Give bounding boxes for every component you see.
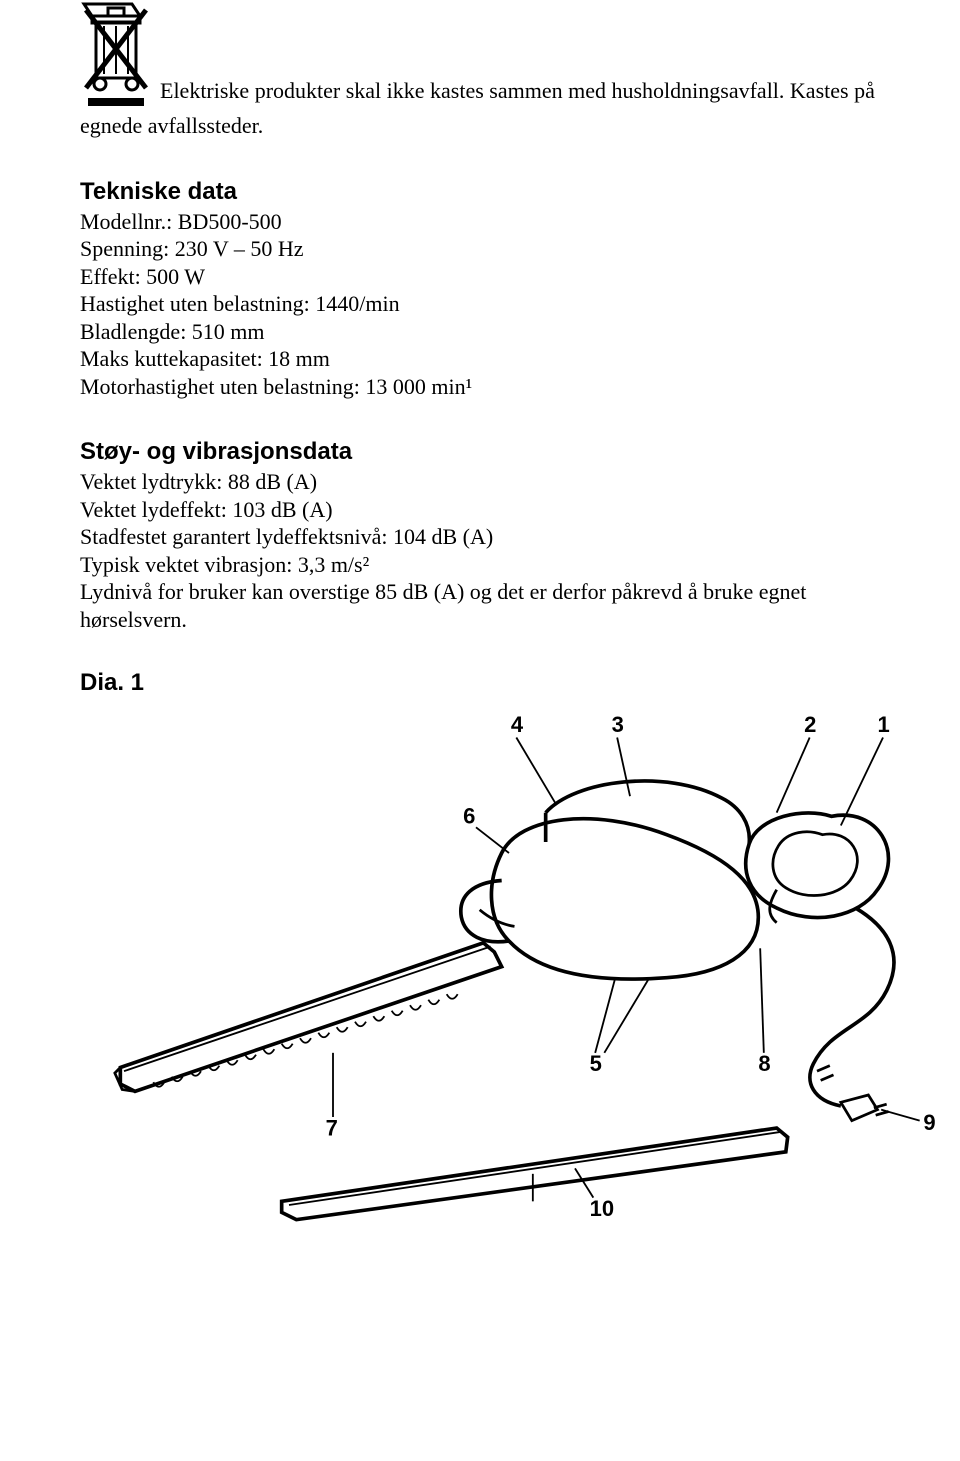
callout-6: 6 [463, 804, 475, 829]
callout-3: 3 [612, 712, 624, 737]
top-text-line2: egnede avfallssteder. [80, 112, 880, 140]
guaranteed-sound: Stadfestet garantert lydeffektsnivå: 104… [80, 523, 880, 551]
callout-8: 8 [758, 1051, 770, 1076]
hearing-warning: Lydnivå for bruker kan overstige 85 dB (… [80, 578, 880, 633]
callout-5: 5 [590, 1051, 602, 1076]
callout-1: 1 [878, 712, 890, 737]
callout-10: 10 [590, 1196, 614, 1221]
spec-blade-length: Bladlengde: 510 mm [80, 318, 880, 346]
spec-model: Modellnr.: BD500-500 [80, 208, 880, 236]
callout-9: 9 [923, 1110, 935, 1135]
callout-2: 2 [804, 712, 816, 737]
callout-7: 7 [326, 1115, 338, 1140]
top-text-line1: Elektriske produkter skal ikke kastes sa… [160, 77, 875, 105]
spec-max-cut: Maks kuttekapasitet: 18 mm [80, 345, 880, 373]
sound-power: Vektet lydeffekt: 103 dB (A) [80, 496, 880, 524]
spec-power: Effekt: 500 W [80, 263, 880, 291]
spec-speed-noload: Hastighet uten belastning: 1440/min [80, 290, 880, 318]
vibration: Typisk vektet vibrasjon: 3,3 m/s² [80, 551, 880, 579]
weee-row: Elektriske produkter skal ikke kastes sa… [80, 0, 880, 108]
hedge-trimmer-diagram: 4 3 2 1 6 [80, 703, 880, 1228]
callout-4: 4 [511, 712, 524, 737]
spec-voltage: Spenning: 230 V – 50 Hz [80, 235, 880, 263]
diagram-label: Dia. 1 [80, 669, 144, 697]
heading-tech-data: Tekniske data [80, 178, 880, 206]
sound-pressure: Vektet lydtrykk: 88 dB (A) [80, 468, 880, 496]
heading-noise-vib: Støy- og vibrasjonsdata [80, 438, 880, 466]
spec-motor-speed: Motorhastighet uten belastning: 13 000 m… [80, 373, 880, 401]
weee-icon [80, 0, 152, 108]
